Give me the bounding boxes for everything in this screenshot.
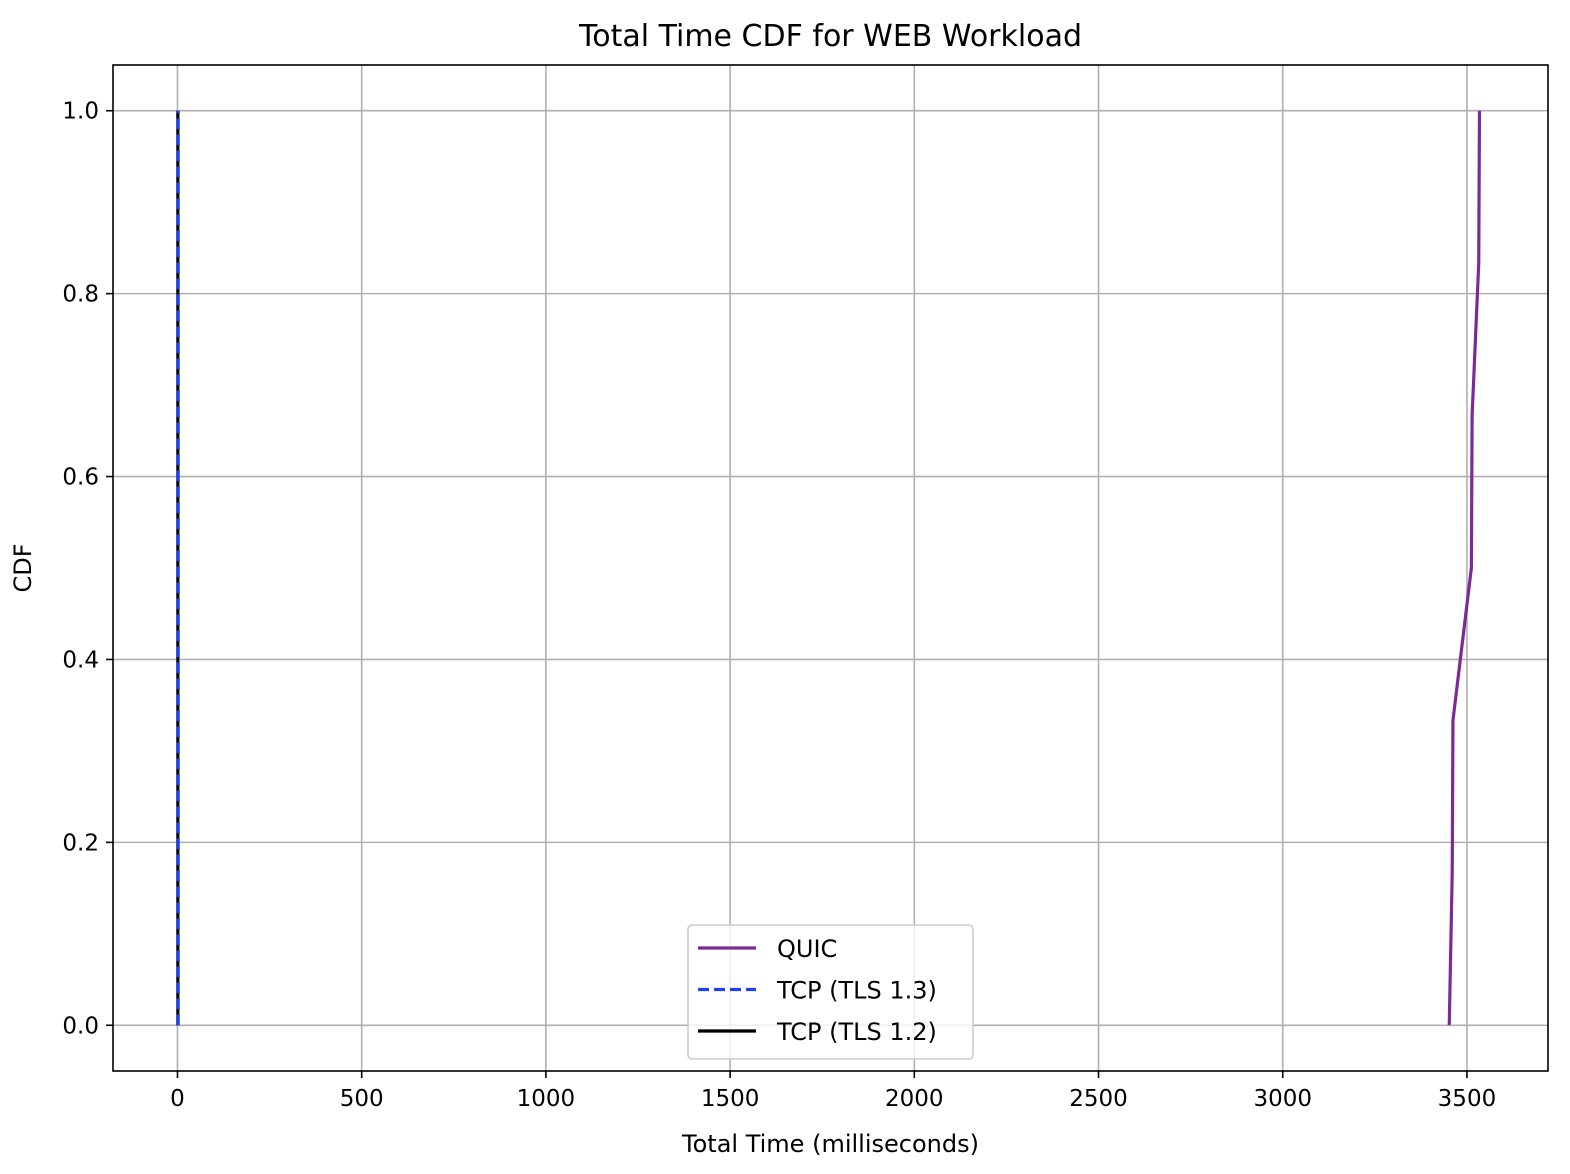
series-line-quic	[1447, 110, 1482, 1026]
x-axis-ticks: 0 500 1000 1500 2000 2500 3000 3500	[170, 1071, 1496, 1112]
grid-lines	[113, 65, 1548, 1071]
y-axis-ticks: 0.0 0.2 0.4 0.6 0.8 1.0	[62, 99, 113, 1039]
y-axis-label: CDF	[9, 543, 37, 592]
y-tick-label: 0.4	[62, 647, 99, 673]
y-tick-label: 1.0	[62, 99, 99, 125]
series-lines	[176, 110, 1482, 1026]
x-tick-label: 500	[340, 1086, 384, 1112]
y-tick-label: 0.0	[62, 1013, 99, 1039]
x-tick-label: 3000	[1253, 1086, 1312, 1112]
x-tick-label: 2000	[885, 1086, 944, 1112]
plot-frame	[112, 64, 1549, 1072]
x-tick-label: 3500	[1438, 1086, 1497, 1112]
x-tick-label: 1500	[701, 1086, 760, 1112]
x-tick-label: 2500	[1069, 1086, 1128, 1112]
x-axis-label: Total Time (milliseconds)	[681, 1130, 979, 1158]
legend-label: TCP (TLS 1.3)	[776, 977, 937, 1005]
y-tick-label: 0.8	[62, 282, 99, 308]
x-tick-label: 1000	[517, 1086, 576, 1112]
legend-label: QUIC	[777, 935, 837, 963]
y-tick-label: 0.6	[62, 465, 99, 491]
y-tick-label: 0.2	[62, 830, 99, 856]
legend: QUIC TCP (TLS 1.3) TCP (TLS 1.2)	[687, 924, 974, 1060]
chart-title: Total Time CDF for WEB Workload	[578, 19, 1082, 54]
legend-label: TCP (TLS 1.2)	[776, 1018, 937, 1046]
x-tick-label: 0	[170, 1086, 185, 1112]
legend-box	[687, 924, 974, 1060]
